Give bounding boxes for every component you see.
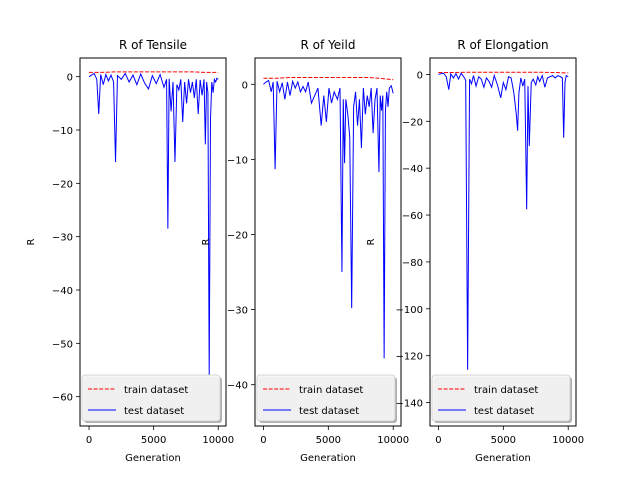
series-line-test — [438, 72, 569, 370]
y-tick-label: 0 — [417, 70, 423, 81]
legend-box — [431, 374, 571, 422]
y-tick-label: −80 — [402, 258, 423, 269]
legend: train dataset test dataset — [431, 374, 572, 423]
y-tick-label: −10 — [227, 155, 248, 166]
y-tick-label: −100 — [396, 305, 423, 316]
plot-area — [80, 58, 226, 426]
x-tick-label: 5000 — [141, 435, 166, 446]
x-tick-label: 0 — [260, 435, 266, 446]
y-tick-label: −40 — [52, 286, 73, 297]
y-tick-label: 0 — [67, 73, 73, 84]
series-line-train — [263, 77, 394, 81]
plot-area — [430, 58, 576, 426]
x-tick-label: 0 — [435, 435, 441, 446]
x-tick-label: 5000 — [491, 435, 516, 446]
x-tick-label: 10000 — [377, 435, 409, 446]
series-line-test — [88, 72, 219, 376]
y-tick-label: −40 — [402, 164, 423, 175]
legend-label-train: train dataset — [474, 385, 538, 396]
x-axis-label: Generation — [475, 453, 531, 464]
chart-panel-3: 0 5000 10000 0 −20 −40 −60 −80 −100 −120 −140 R of … — [366, 38, 584, 464]
y-axis-label: R — [201, 238, 212, 245]
chart-title: R of Yeild — [301, 38, 356, 52]
y-axis-label: R — [26, 238, 37, 245]
axes-frame — [79, 57, 227, 427]
y-tick-label: −140 — [396, 399, 423, 410]
chart-title: R of Elongation — [457, 38, 548, 52]
y-tick-label: −20 — [402, 117, 423, 128]
x-tick-label: 10000 — [202, 435, 234, 446]
legend-label-train: train dataset — [124, 385, 188, 396]
y-tick-label: −60 — [402, 211, 423, 222]
y-tick-label: −50 — [52, 339, 73, 350]
x-axis-label: Generation — [300, 453, 356, 464]
legend-box — [256, 374, 396, 422]
y-tick-label: −60 — [52, 393, 73, 404]
legend: train dataset test dataset — [81, 374, 222, 423]
chart-panel-2: 0 5000 10000 0 −10 −20 −30 −40 R of Yeild Generat… — [201, 38, 409, 464]
x-axis-label: Generation — [125, 453, 181, 464]
series-line-train — [438, 71, 569, 74]
y-tick-label: −120 — [396, 352, 423, 363]
x-tick-label: 0 — [86, 435, 92, 446]
y-tick-label: −20 — [227, 230, 248, 241]
legend-label-test: test dataset — [124, 406, 184, 417]
chart-title: R of Tensile — [119, 38, 187, 52]
y-tick-label: −40 — [227, 381, 248, 392]
legend-label-test: test dataset — [474, 406, 534, 417]
y-tick-label: −30 — [52, 233, 73, 244]
legend-label-test: test dataset — [299, 406, 359, 417]
y-tick-label: −30 — [227, 306, 248, 317]
y-tick-label: −20 — [52, 179, 73, 190]
legend-box — [81, 374, 221, 422]
legend-label-train: train dataset — [299, 385, 363, 396]
legend: train dataset test dataset — [256, 374, 397, 423]
chart-panel-1: 0 5000 10000 0 −10 −20 −30 −40 −50 −60 R of Tensil… — [26, 38, 234, 464]
plot-area — [255, 58, 401, 426]
y-axis-label: R — [366, 238, 377, 245]
y-tick-label: 0 — [242, 80, 248, 91]
y-tick-label: −10 — [52, 126, 73, 137]
x-tick-label: 5000 — [316, 435, 341, 446]
series-line-train — [89, 71, 219, 73]
x-tick-label: 10000 — [552, 435, 584, 446]
series-line-test — [263, 79, 394, 359]
